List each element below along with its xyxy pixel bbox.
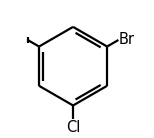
Text: Cl: Cl xyxy=(66,120,80,135)
Text: Br: Br xyxy=(119,32,135,47)
